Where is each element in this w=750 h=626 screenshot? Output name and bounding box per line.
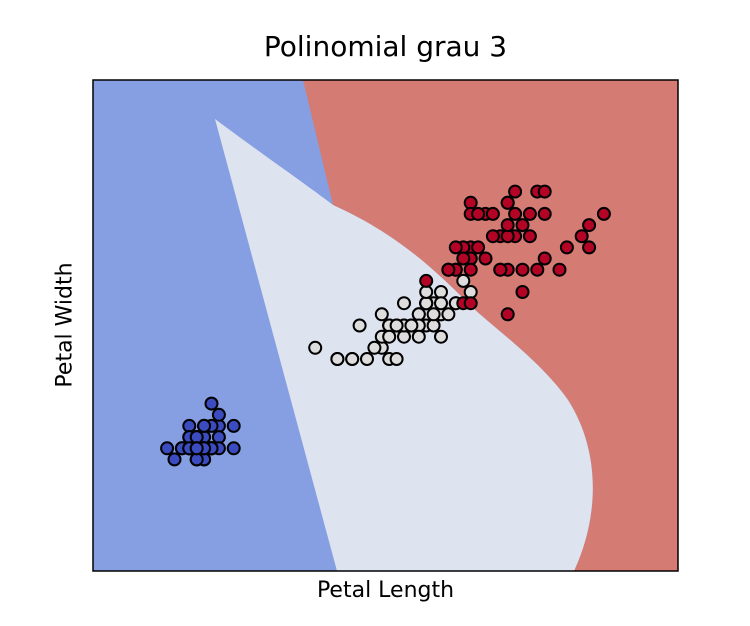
data-point-class-2 (552, 262, 567, 277)
data-point-class-2 (478, 251, 493, 266)
data-point-class-1 (411, 329, 426, 344)
data-point-class-2 (493, 262, 508, 277)
data-point-class-2 (530, 262, 545, 277)
data-point-class-2 (471, 206, 486, 221)
data-point-class-1 (434, 296, 448, 311)
data-point-class-2 (582, 240, 597, 255)
data-point-class-2 (471, 240, 486, 255)
data-point-class-2 (485, 206, 500, 221)
data-point-class-1 (404, 318, 419, 333)
data-point-class-1 (382, 329, 397, 344)
data-point-class-1 (367, 340, 382, 355)
data-point-class-2 (582, 218, 597, 233)
data-point-class-2 (463, 262, 478, 277)
data-point-class-0 (167, 452, 182, 467)
data-point-class-2 (441, 262, 456, 277)
data-point-class-2 (515, 285, 530, 299)
data-point-class-2 (574, 229, 589, 244)
data-point-class-2 (522, 206, 537, 221)
data-point-class-2 (508, 206, 523, 221)
data-point-class-1 (434, 329, 448, 344)
data-point-class-2 (596, 206, 611, 221)
data-point-class-0 (226, 418, 241, 433)
data-point-class-2 (522, 229, 537, 244)
data-point-class-2 (448, 240, 463, 255)
data-point-class-2 (515, 262, 530, 277)
data-point-class-1 (426, 307, 441, 322)
x-axis-label: Petal Length (316, 578, 455, 603)
data-point-class-0 (189, 441, 204, 456)
axes-frame (92, 79, 679, 572)
data-point-class-2 (537, 184, 552, 199)
data-point-class-2 (537, 206, 552, 221)
data-point-class-0 (226, 441, 241, 456)
data-point-class-2 (500, 307, 515, 322)
data-point-class-2 (559, 240, 574, 255)
data-point-class-2 (508, 184, 523, 199)
data-point-class-1 (308, 340, 323, 355)
data-point-class-0 (197, 418, 212, 433)
data-point-class-2 (537, 251, 552, 266)
data-point-class-1 (360, 352, 374, 366)
data-point-class-1 (352, 318, 367, 333)
region-class-1 (215, 119, 593, 571)
data-point-class-2 (515, 218, 530, 233)
data-point-class-2 (485, 229, 500, 244)
data-point-class-1 (397, 296, 411, 311)
data-point-class-1 (345, 352, 360, 366)
data-point-class-0 (160, 441, 175, 456)
data-point-class-2 (463, 296, 478, 311)
region-class-2 (303, 80, 678, 571)
data-point-class-1 (389, 352, 404, 366)
data-point-class-1 (456, 273, 471, 288)
data-point-class-1 (389, 318, 404, 333)
data-point-class-1 (374, 307, 389, 322)
data-point-class-0 (211, 407, 226, 422)
data-point-class-2 (419, 273, 434, 288)
data-point-class-1 (441, 307, 456, 322)
data-point-class-2 (500, 218, 515, 233)
data-point-class-1 (330, 352, 345, 366)
data-point-class-0 (204, 396, 219, 411)
chart-title: Polinomial grau 3 (263, 30, 508, 63)
data-point-class-2 (500, 195, 515, 210)
data-point-class-2 (456, 251, 471, 266)
